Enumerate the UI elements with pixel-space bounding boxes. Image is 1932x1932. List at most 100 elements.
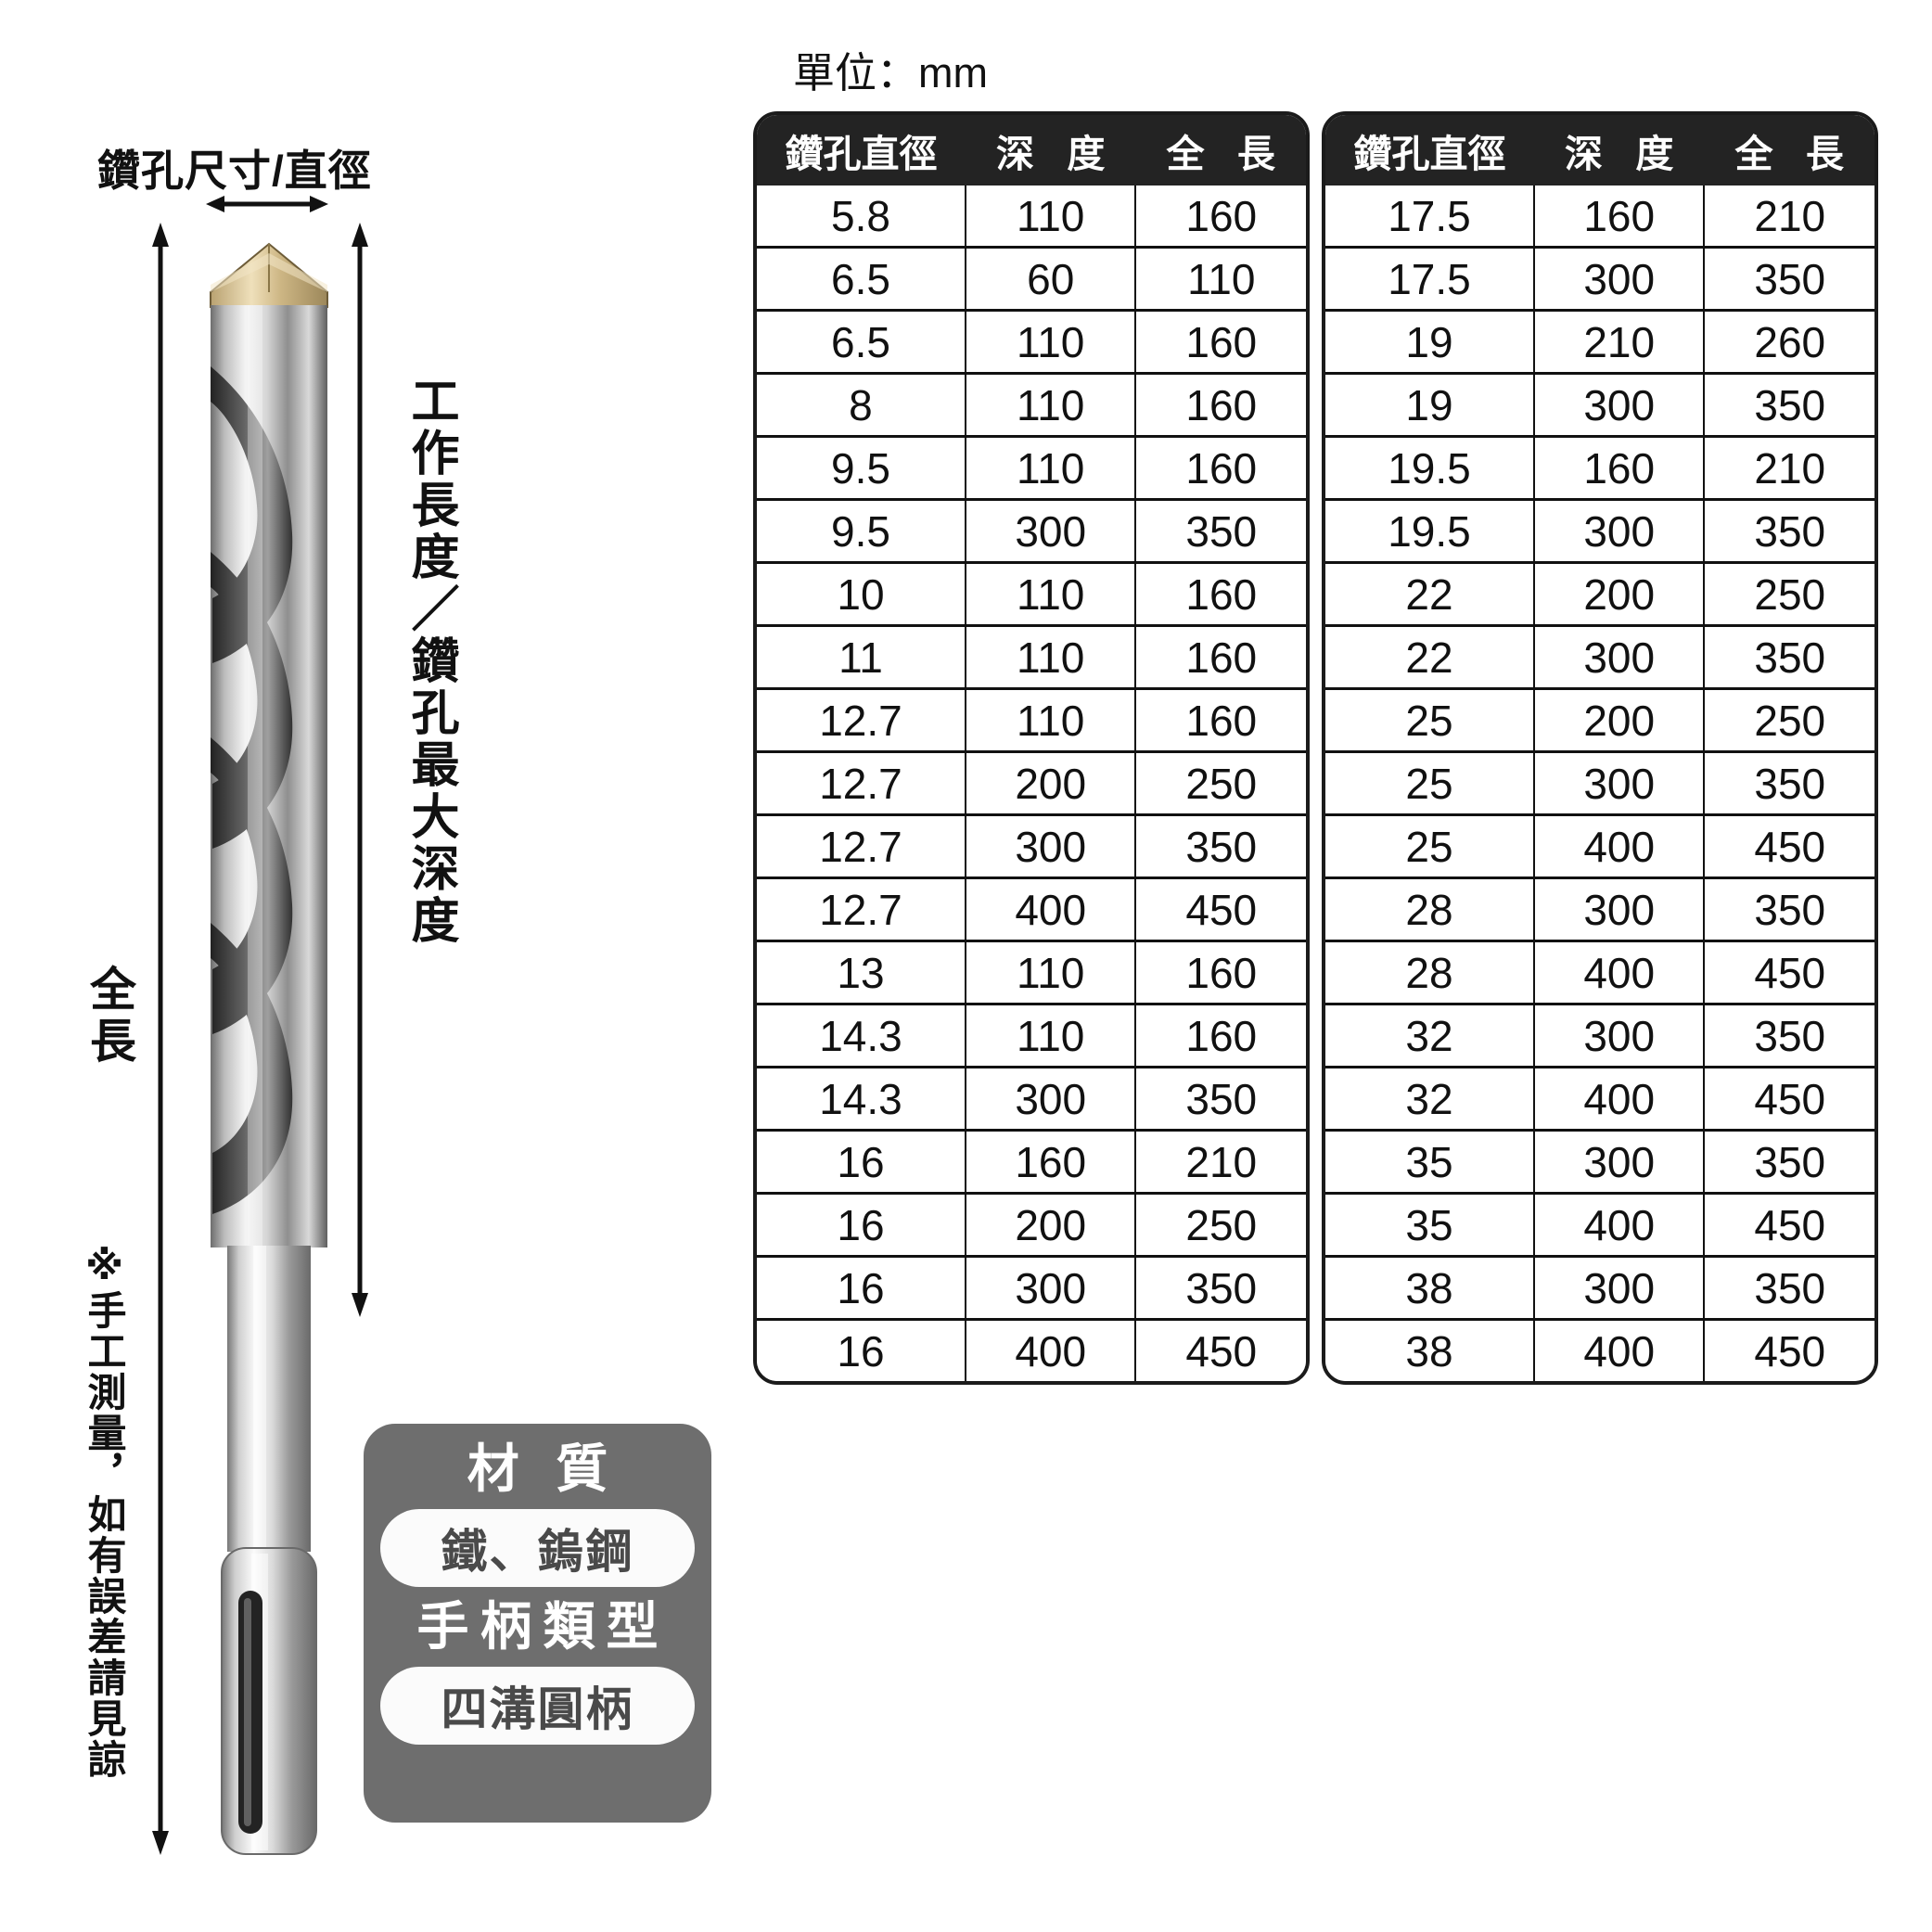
cell-depth: 200	[1533, 687, 1706, 752]
table-row: 32 300 350	[1325, 1003, 1874, 1068]
cell-length: 160	[1135, 561, 1306, 626]
spec-table-right: 鑽孔直徑 深 度 全 長 17.5 160 210 17.5 300 350 19 210 26…	[1322, 111, 1878, 1385]
cell-depth: 300	[965, 1066, 1137, 1131]
cell-length: 350	[1135, 498, 1306, 563]
cell-length: 450	[1704, 940, 1874, 1004]
cell-depth: 300	[1533, 1003, 1706, 1068]
cell-depth: 110	[965, 940, 1137, 1004]
cell-depth: 160	[1533, 186, 1706, 248]
cell-diameter: 12.7	[757, 750, 966, 815]
cell-length: 450	[1704, 1318, 1874, 1381]
cell-length: 450	[1704, 1192, 1874, 1257]
cell-depth: 110	[965, 372, 1137, 437]
header-diameter: 鑽孔直徑	[1325, 115, 1534, 186]
spec-table-right-body: 17.5 160 210 17.5 300 350 19 210 260 19 300 350 19.5…	[1325, 186, 1874, 1381]
material-title: 材 質	[467, 1439, 620, 1498]
cell-length: 160	[1135, 940, 1306, 1004]
cell-diameter: 12.7	[757, 687, 966, 752]
cell-diameter: 38	[1325, 1318, 1535, 1381]
cell-depth: 110	[965, 561, 1137, 626]
table-row: 14.3 300 350	[757, 1066, 1306, 1131]
cell-length: 160	[1135, 372, 1306, 437]
cell-length: 160	[1135, 624, 1306, 689]
cell-depth: 110	[965, 435, 1137, 500]
cell-length: 160	[1135, 186, 1306, 248]
cell-length: 160	[1135, 435, 1306, 500]
cell-depth: 300	[965, 813, 1137, 878]
cell-depth: 110	[965, 309, 1137, 374]
shank-type-title: 手柄類型	[416, 1597, 670, 1656]
header-depth: 深 度	[965, 115, 1136, 186]
cell-diameter: 12.7	[757, 813, 966, 878]
table-row: 16 400 450	[757, 1318, 1306, 1381]
table-row: 19 300 350	[1325, 372, 1874, 437]
cell-length: 450	[1135, 1318, 1306, 1381]
cell-length: 350	[1704, 876, 1874, 941]
table-row: 35 400 450	[1325, 1192, 1874, 1257]
header-length: 全 長	[1135, 115, 1306, 186]
table-row: 5.8 110 160	[757, 186, 1306, 248]
table-row: 38 400 450	[1325, 1318, 1874, 1381]
cell-length: 350	[1135, 1066, 1306, 1131]
cell-depth: 160	[965, 1129, 1137, 1194]
cell-diameter: 6.5	[757, 309, 966, 374]
cell-diameter: 25	[1325, 750, 1535, 815]
cell-depth: 400	[1533, 1066, 1706, 1131]
cell-diameter: 25	[1325, 687, 1535, 752]
table-row: 38 300 350	[1325, 1255, 1874, 1320]
header-diameter: 鑽孔直徑	[757, 115, 966, 186]
header-length: 全 長	[1704, 115, 1874, 186]
table-row: 28 400 450	[1325, 940, 1874, 1004]
cell-depth: 300	[1533, 624, 1706, 689]
cell-length: 350	[1704, 246, 1874, 311]
cell-diameter: 5.8	[757, 186, 966, 248]
cell-diameter: 22	[1325, 561, 1535, 626]
cell-diameter: 9.5	[757, 498, 966, 563]
cell-length: 250	[1704, 561, 1874, 626]
spec-table-left-body: 5.8 110 160 6.5 60 110 6.5 110 160 8 110 160 9.5 110 1…	[757, 186, 1306, 1381]
cell-length: 250	[1135, 750, 1306, 815]
table-row: 8 110 160	[757, 372, 1306, 437]
table-row: 19.5 160 210	[1325, 435, 1874, 500]
drill-bit-illustration	[210, 242, 328, 1855]
shank-type-value: 四溝圓柄	[380, 1667, 695, 1745]
cell-depth: 110	[965, 186, 1137, 248]
table-row: 25 200 250	[1325, 687, 1874, 752]
cell-depth: 300	[1533, 1129, 1706, 1194]
cell-length: 350	[1704, 498, 1874, 563]
cell-depth: 200	[1533, 561, 1706, 626]
diameter-double-arrow-icon	[206, 196, 328, 212]
cell-depth: 200	[965, 750, 1137, 815]
cell-diameter: 19.5	[1325, 498, 1535, 563]
table-row: 16 160 210	[757, 1129, 1306, 1194]
table-row: 12.7 400 450	[757, 876, 1306, 941]
cell-diameter: 35	[1325, 1192, 1535, 1257]
cell-depth: 400	[1533, 1318, 1706, 1381]
header-depth: 深 度	[1533, 115, 1705, 186]
total-length-annotation-label: 全長	[83, 965, 135, 1068]
cell-diameter: 14.3	[757, 1003, 966, 1068]
cell-length: 350	[1704, 1003, 1874, 1068]
cell-diameter: 25	[1325, 813, 1535, 878]
cell-depth: 200	[965, 1192, 1137, 1257]
table-row: 6.5 60 110	[757, 246, 1306, 311]
table-row: 9.5 300 350	[757, 498, 1306, 563]
unit-label: 單位：mm	[793, 49, 988, 96]
cell-diameter: 35	[1325, 1129, 1535, 1194]
cell-diameter: 28	[1325, 940, 1535, 1004]
cell-diameter: 10	[757, 561, 966, 626]
working-length-annotation-label: 工作長度／鑽孔最大深度	[403, 376, 457, 947]
cell-diameter: 12.7	[757, 876, 966, 941]
cell-diameter: 11	[757, 624, 966, 689]
table-row: 12.7 200 250	[757, 750, 1306, 815]
cell-length: 350	[1704, 372, 1874, 437]
cell-length: 350	[1135, 1255, 1306, 1320]
table-row: 22 200 250	[1325, 561, 1874, 626]
cell-depth: 160	[1533, 435, 1706, 500]
cell-length: 450	[1704, 1066, 1874, 1131]
spec-table-left: 鑽孔直徑 深 度 全 長 5.8 110 160 6.5 60 110 6.5 110 160 8…	[753, 111, 1310, 1385]
cell-depth: 400	[1533, 813, 1706, 878]
cell-depth: 300	[1533, 750, 1706, 815]
table-row: 19.5 300 350	[1325, 498, 1874, 563]
cell-length: 160	[1135, 309, 1306, 374]
